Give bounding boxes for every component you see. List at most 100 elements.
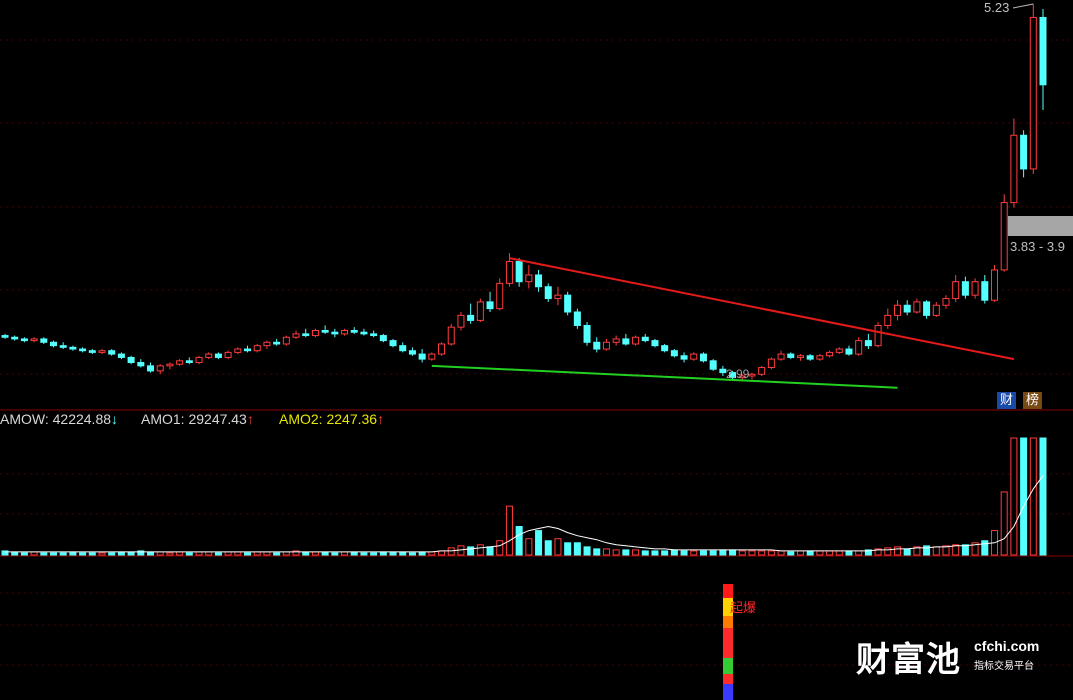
volume-bar [738,550,746,556]
candle [457,314,465,328]
volume-bar [496,540,504,556]
candle [602,341,610,350]
candle [699,353,707,362]
volume-bar [554,538,562,556]
volume-bar [903,548,911,556]
candle [40,338,48,343]
volume-bar [399,551,407,556]
candle [79,348,87,352]
volume-bar [108,552,116,556]
candlestick-series[interactable] [1,4,1047,381]
volume-bars[interactable] [1,437,1047,556]
candle [176,360,184,365]
volume-bar [214,552,222,556]
finance-badge[interactable]: 财 [997,392,1016,409]
volume-bar [253,551,261,556]
volume-bar [408,552,416,556]
candle [117,353,125,358]
volume-bar [884,547,892,556]
volume-bar [535,530,543,556]
watermark-logo: 财富池 cfchi.com 指标交易平台 [856,632,1039,681]
volume-bar [98,552,106,556]
volume-bar [932,546,940,556]
high-pointer [1012,3,1034,9]
candle [127,356,135,363]
candle [88,350,96,353]
candle [612,338,620,343]
volume-bar [341,551,349,556]
candle [214,353,222,358]
volume-bar [1029,437,1037,556]
candle [942,298,950,306]
candle [341,330,349,335]
candle [379,335,387,342]
volume-bar [360,552,368,556]
red-trendline [509,257,1015,361]
volume-bar [49,552,58,556]
candle [758,367,766,375]
candle [826,351,834,357]
candle [913,301,921,313]
candle [622,338,630,345]
volume-bar [845,550,853,556]
candle [360,331,368,335]
signal-segment [723,628,733,658]
logo-url: cfchi.com [974,638,1040,654]
candle [661,345,669,352]
volume-bar [263,551,271,556]
candle [680,355,688,360]
volume-bar [806,550,814,556]
candle [370,333,378,337]
volume-bar [709,550,717,556]
volume-bar [234,551,242,556]
candle [467,314,475,321]
candle [641,336,649,342]
candle [30,338,38,342]
volume-bar [729,549,737,556]
ranking-badge[interactable]: 榜 [1023,392,1042,409]
candle [670,350,678,357]
volume-bar [1010,437,1018,556]
volume-bar [166,552,174,556]
candle [835,348,843,353]
candle [418,353,426,360]
candle [903,304,911,313]
candle [273,341,281,345]
candle [690,353,698,360]
volume-bar [748,550,756,556]
volume-bar [321,551,329,556]
candle [20,338,28,342]
volume-bar [117,551,125,556]
candle [205,353,213,358]
candle [234,348,242,353]
signal-segment [723,584,733,598]
volume-bar [544,540,552,556]
volume-bar [855,550,863,556]
volume-bar [467,546,475,556]
volume-bar [796,550,804,556]
candle [428,353,436,360]
volume-bar [670,549,678,556]
volume-bar [913,546,921,556]
candle [583,324,591,343]
volume-bar [486,546,494,556]
candle [244,348,252,352]
candle [893,304,901,316]
volume-bar [273,552,281,556]
candle [864,340,872,347]
volume-bar [661,550,669,556]
volume-bar [244,552,252,556]
volume-bar [505,505,513,556]
candle [564,294,572,313]
volume-bar [864,549,872,556]
candle [961,281,969,296]
candle [49,341,58,347]
candle [224,351,232,358]
candle [796,355,804,358]
volume-bar [874,548,882,556]
candle [816,355,824,360]
signal-bar [723,584,733,700]
candle [777,353,785,360]
volume-bar [826,550,834,556]
